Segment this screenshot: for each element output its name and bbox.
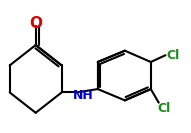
Text: O: O (29, 16, 42, 31)
Text: Cl: Cl (167, 49, 180, 62)
Text: Cl: Cl (157, 102, 170, 115)
Text: NH: NH (73, 89, 93, 102)
